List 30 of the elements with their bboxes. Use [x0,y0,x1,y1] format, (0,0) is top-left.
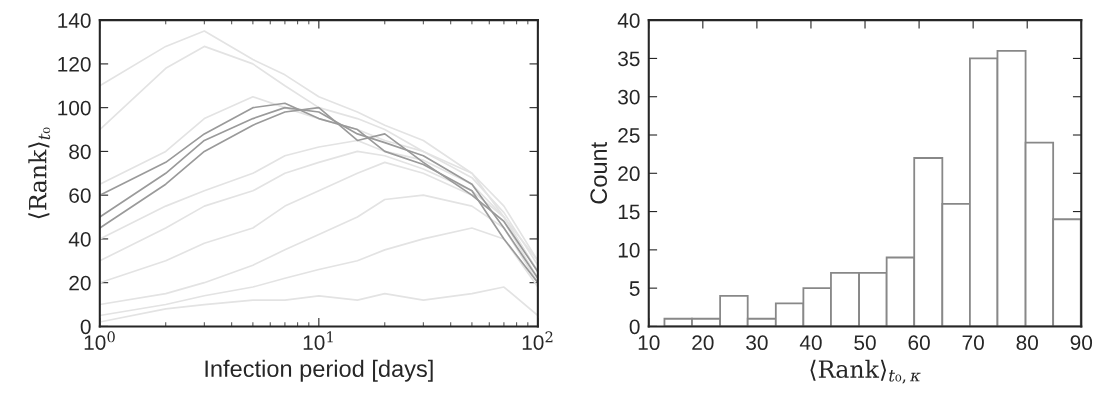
x-tick-label: 50 [854,335,876,351]
x-axis-title: ⟨Rank⟩$_{t₀,κ}$ [810,359,921,384]
y-tick-label: 20 [69,275,91,291]
y-tick-label: 40 [617,13,640,28]
y-axis-title: Count [590,141,608,204]
y-tick-label: 80 [69,144,91,160]
x-tick-label: 60 [908,335,930,351]
y-tick-label: 60 [69,188,91,203]
y-tick-label: 30 [618,89,640,105]
y-tick-label: 140 [58,13,91,28]
y-tick-label: 20 [618,166,640,182]
y-axis-title: ⟨Rank⟩$_{t₀}$ [28,127,51,219]
x-tick-label: 30 [746,335,768,351]
y-tick-label: 25 [618,128,640,143]
x-tick-label: 40 [799,335,822,351]
y-tick-label: 100 [58,100,91,116]
x-tick-label: 20 [692,335,714,351]
x-axis-title: Infection period [days] [205,359,433,382]
y-tick-label: 0 [629,319,640,335]
x-tick-label: 10$^{2}$ [522,331,553,350]
x-tick-label: 80 [1016,335,1038,351]
x-tick-label: 70 [962,335,984,351]
y-tick-label: 40 [68,231,91,247]
x-tick-label: 10$^{1}$ [303,331,333,350]
y-tick-label: 15 [618,204,640,220]
y-tick-label: 120 [58,56,91,72]
y-tick-label: 10 [618,242,640,258]
y-tick-label: 5 [629,281,640,296]
x-tick-label: 90 [1070,335,1093,351]
y-tick-label: 35 [618,51,640,67]
